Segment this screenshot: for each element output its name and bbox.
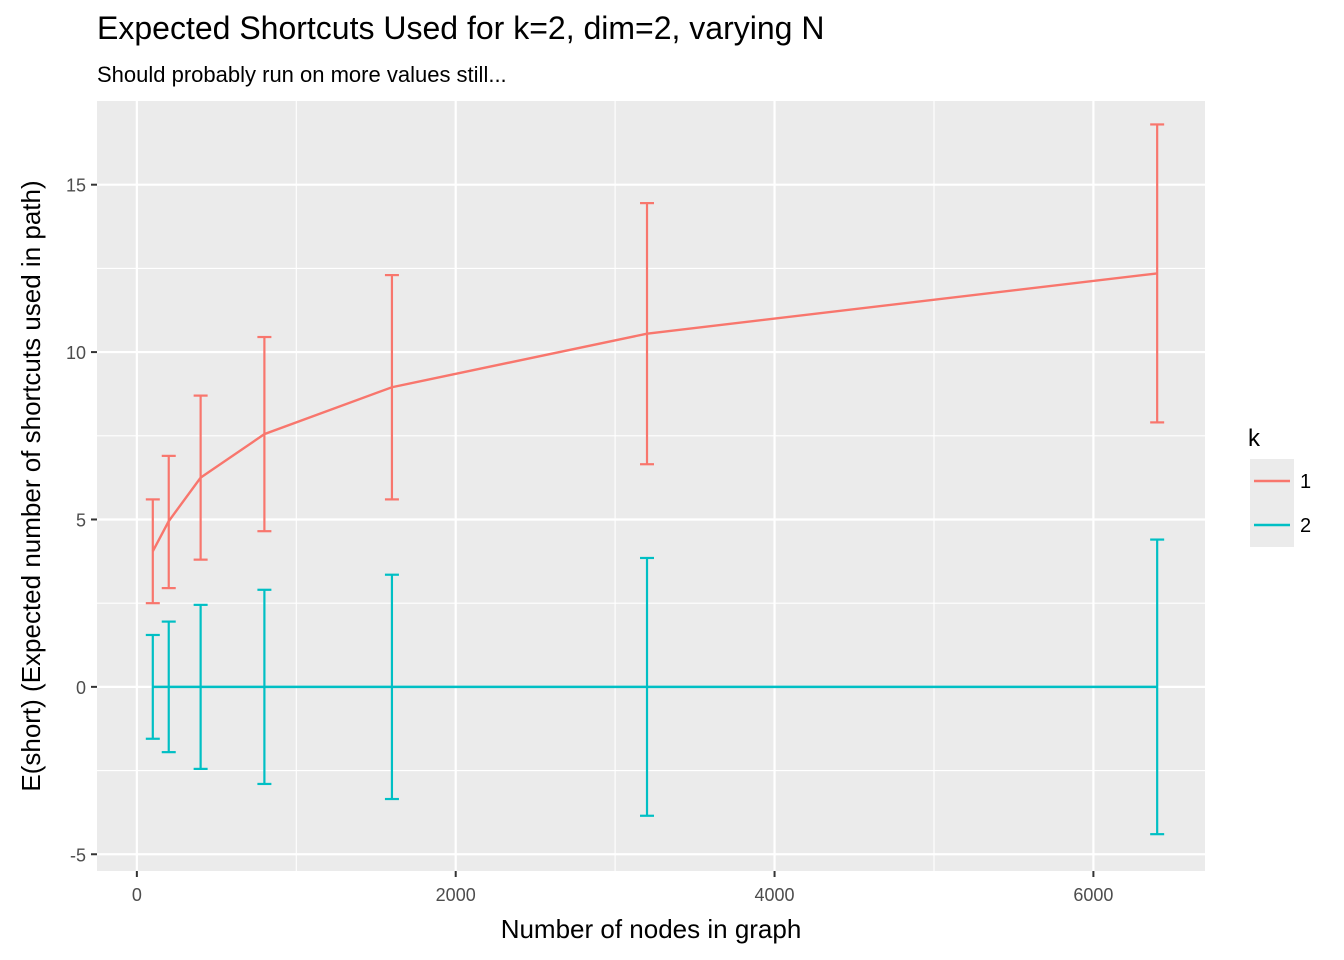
error-bar-k1 bbox=[640, 202, 655, 466]
y-tick-label: 15 bbox=[66, 176, 86, 196]
y-axis-title: E(short) (Expected number of shortcuts u… bbox=[16, 180, 46, 791]
error-bar-k2 bbox=[384, 573, 399, 801]
error-bar-k2 bbox=[1150, 538, 1165, 836]
legend-label-k1: 1 bbox=[1300, 471, 1311, 493]
error-bar-k1 bbox=[145, 498, 160, 605]
y-tick-label: 5 bbox=[76, 510, 86, 530]
legend-label-k2: 2 bbox=[1300, 515, 1311, 537]
legend: k 1 2 bbox=[1248, 425, 1311, 547]
chart-subtitle: Should probably run on more values still… bbox=[97, 62, 507, 87]
y-tick-label: -5 bbox=[70, 845, 86, 865]
axes: 0 2000 4000 6000 -5 0 5 10 15 bbox=[66, 176, 1113, 905]
plot-panel bbox=[97, 101, 1205, 871]
error-bar-k1 bbox=[161, 454, 176, 590]
y-tick-label: 10 bbox=[66, 343, 86, 363]
error-bar-k2 bbox=[193, 603, 208, 770]
x-tick-label: 4000 bbox=[755, 885, 795, 905]
error-bar-k1 bbox=[384, 273, 399, 501]
x-tick-label: 2000 bbox=[436, 885, 476, 905]
error-bar-k2 bbox=[257, 588, 272, 786]
y-tick-label: 0 bbox=[76, 678, 86, 698]
error-bar-k2 bbox=[145, 633, 160, 740]
error-bar-k1 bbox=[193, 394, 208, 561]
error-bar-k1 bbox=[1150, 123, 1165, 424]
error-bar-k2 bbox=[640, 556, 655, 817]
error-bar-k2 bbox=[161, 620, 176, 754]
x-tick-label: 0 bbox=[132, 885, 142, 905]
data-marks bbox=[145, 123, 1165, 836]
legend-title: k bbox=[1248, 425, 1261, 452]
x-tick-label: 6000 bbox=[1073, 885, 1113, 905]
panel-background bbox=[97, 101, 1205, 871]
error-bar-k1 bbox=[257, 335, 272, 533]
x-axis-title: Number of nodes in graph bbox=[501, 914, 802, 944]
chart-title: Expected Shortcuts Used for k=2, dim=2, … bbox=[97, 10, 825, 46]
